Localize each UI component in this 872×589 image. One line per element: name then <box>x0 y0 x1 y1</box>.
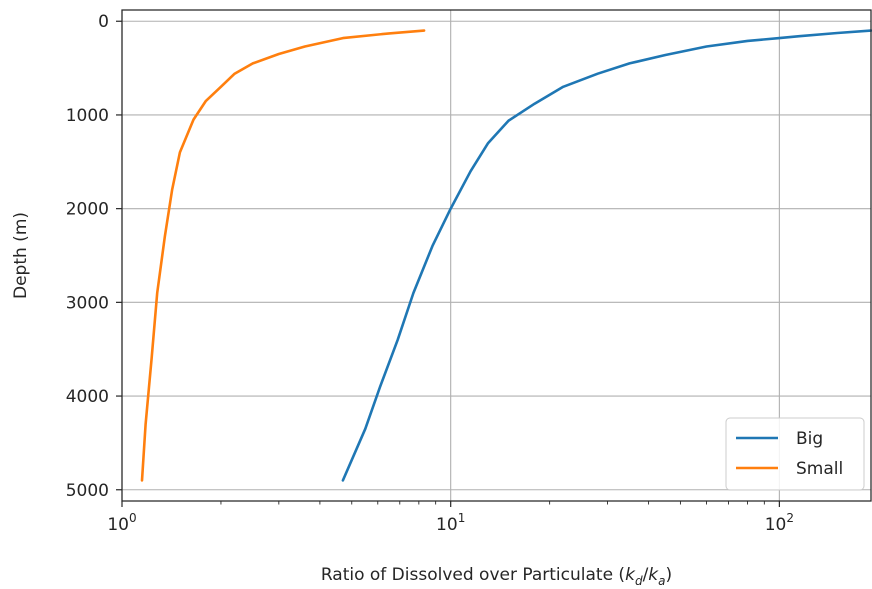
legend-label-big: Big <box>796 429 823 449</box>
legend-label-small: Small <box>796 459 843 479</box>
y-tick-label: 0 <box>98 12 109 32</box>
legend-box <box>725 417 865 491</box>
y-axis-label: Depth (m) <box>11 212 31 299</box>
y-tick-label: 4000 <box>66 387 109 407</box>
x-tick-label: 101 <box>436 511 465 535</box>
legend: Big Small <box>725 417 865 491</box>
x-tick-label: 102 <box>765 511 794 535</box>
y-tick-label: 1000 <box>66 106 109 126</box>
series-line-small <box>140 29 426 482</box>
plot-frame <box>121 9 872 502</box>
x-tick-label: 100 <box>107 511 136 535</box>
y-tick-label: 3000 <box>66 293 109 313</box>
plot-series <box>140 29 872 482</box>
x-axis-label: Ratio of Dissolved over Particulate (kd/… <box>321 565 672 588</box>
grid <box>121 10 871 501</box>
ticks: 100 101 102 0 1000 2000 3000 4000 5000 <box>66 12 794 535</box>
series-line-big <box>341 29 872 482</box>
y-tick-label: 2000 <box>66 200 109 220</box>
y-tick-label: 5000 <box>66 481 109 501</box>
